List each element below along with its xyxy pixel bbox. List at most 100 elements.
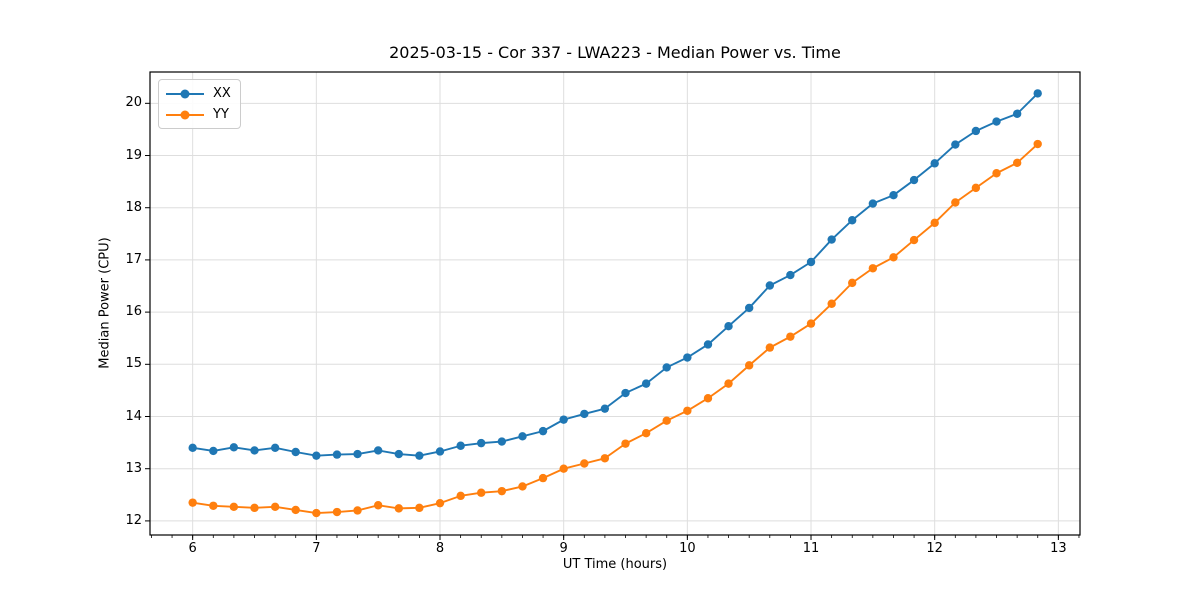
legend-item-yy: YY [166,105,231,124]
series-marker-yy [868,264,878,273]
legend: XX YY [158,79,241,129]
y-tick-label: 14 [125,408,142,424]
x-tick-label: 13 [1050,541,1067,556]
series-marker-xx [889,190,898,200]
series-marker-yy [456,491,465,501]
y-tick-label: 20 [125,95,142,111]
series-marker-xx [435,447,445,456]
series-marker-yy [744,361,754,370]
series-marker-xx [621,388,630,398]
series-marker-yy [827,299,836,308]
x-tick-label: 10 [679,541,696,556]
series-marker-yy [889,253,898,262]
series-marker-xx [827,235,836,244]
series-marker-yy [580,459,589,468]
series-marker-xx [456,441,465,450]
legend-line-marker-icon [166,110,204,119]
series-marker-xx [992,117,1001,126]
series-marker-yy [971,183,981,193]
chart-title: 2025-03-15 - Cor 337 - LWA223 - Median P… [389,43,841,62]
series-marker-yy [930,218,939,228]
series-marker-yy [476,488,486,497]
series-marker-yy [724,379,733,388]
series-marker-yy [209,501,218,510]
series-marker-xx [951,140,960,149]
series-marker-yy [992,169,1001,178]
series-marker-yy [435,498,445,508]
series-marker-yy [270,502,280,512]
series-marker-yy [848,278,857,288]
series-marker-xx [909,175,919,185]
series-marker-xx [600,404,610,413]
axes-spines [149,71,1081,536]
series-marker-yy [373,501,383,510]
series-marker-xx [703,340,713,349]
series-marker-yy [415,503,424,513]
series-line-xx [192,92,1039,457]
series-marker-xx [332,450,342,459]
series-marker-yy [497,486,507,496]
series-marker-yy [765,343,775,352]
series-marker-yy [538,473,548,483]
series-marker-xx [1012,109,1022,118]
series-marker-xx [868,199,878,208]
series-marker-xx [270,443,280,453]
series-marker-yy [332,507,342,517]
series-marker-yy [786,332,795,341]
series-marker-xx [291,447,300,457]
series-marker-xx [250,446,259,455]
series-marker-yy [250,503,259,513]
series-marker-xx [930,159,939,168]
series-marker-xx [848,216,857,225]
series-marker-xx [971,126,981,136]
series-marker-yy [806,319,816,328]
y-tick-label: 15 [125,356,142,372]
series-marker-xx [476,438,486,448]
series-marker-yy [1012,158,1022,168]
series-marker-xx [765,281,775,290]
series-marker-yy [683,406,692,415]
y-tick-label: 19 [125,147,142,163]
series-marker-yy [600,454,610,463]
series-marker-xx [683,353,692,362]
x-tick-label: 8 [435,541,445,556]
series-marker-xx [209,446,218,456]
series-marker-xx [580,409,589,419]
series-marker-xx [641,379,651,388]
series-marker-yy [909,235,919,245]
series-marker-xx [518,432,527,441]
series-marker-yy [1033,139,1042,149]
series-marker-xx [559,415,568,424]
series-marker-xx [188,443,197,453]
x-tick-label: 11 [802,541,820,556]
series-marker-yy [394,504,404,513]
y-tick-label: 17 [125,251,142,267]
series-marker-xx [373,446,383,455]
series-marker-xx [806,257,816,267]
series-marker-yy [662,416,671,425]
series-marker-yy [641,429,651,438]
legend-label: YY [213,107,229,122]
series-marker-yy [703,394,713,403]
series-marker-xx [662,363,671,372]
series-marker-xx [312,451,321,460]
series-marker-xx [229,443,239,452]
series-marker-yy [559,464,568,473]
series-marker-yy [518,482,527,491]
y-tick-label: 16 [125,304,142,320]
series-marker-xx [786,270,795,280]
series-marker-xx [724,322,733,331]
legend-label: XX [213,86,231,101]
series-marker-yy [229,502,239,512]
y-tick-label: 13 [125,460,142,476]
legend-item-xx: XX [166,84,231,103]
series-marker-yy [951,198,960,207]
legend-line-marker-icon [166,89,204,98]
x-tick-label: 6 [188,541,197,556]
series-marker-yy [188,498,197,507]
series-marker-xx [353,449,362,459]
series-marker-xx [415,451,424,460]
x-tick-label: 12 [926,541,943,556]
